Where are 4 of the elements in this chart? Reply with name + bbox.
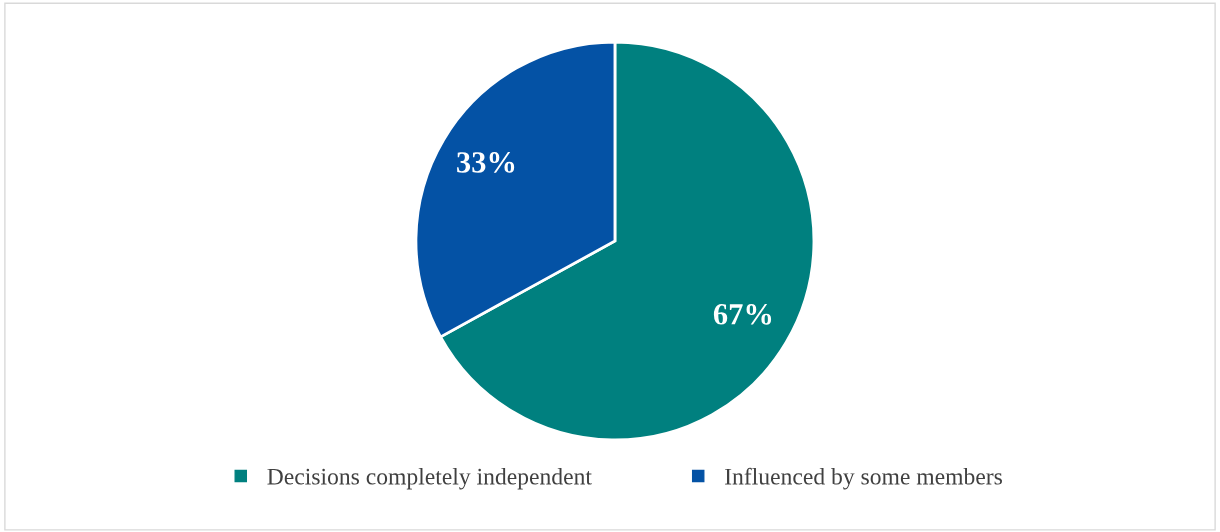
- legend-label: Decisions completely independent: [267, 467, 592, 490]
- data-label: 67%: [713, 304, 772, 325]
- legend-label: Influenced by some members: [725, 467, 1002, 490]
- data-label: 33%: [457, 152, 515, 173]
